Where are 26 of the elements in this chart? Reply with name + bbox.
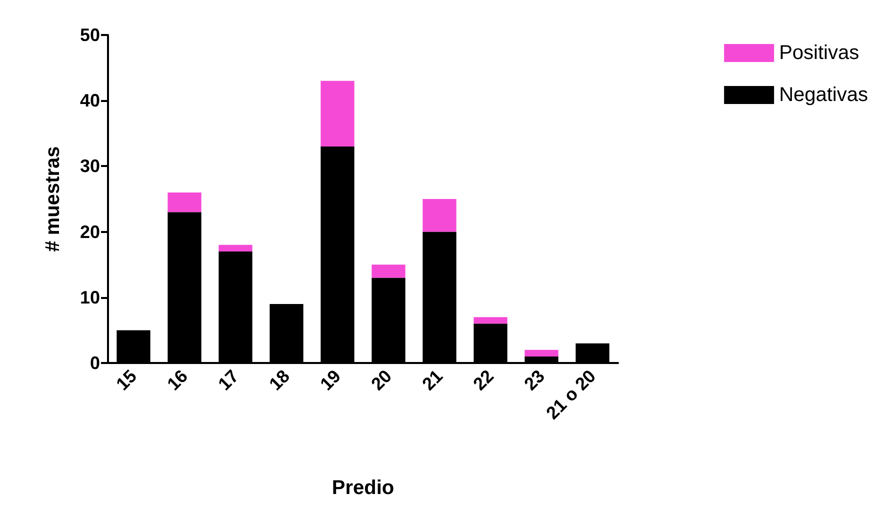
bar	[320, 80, 354, 147]
x-tick-label: 22	[469, 366, 498, 394]
bar	[372, 264, 406, 278]
x-axis-title: Predio	[332, 477, 394, 499]
x-tick-label: 16	[163, 366, 192, 394]
y-tick-label: 0	[90, 353, 100, 373]
x-tick-label: 19	[316, 366, 345, 394]
legend-label: Positivas	[779, 42, 860, 64]
bar	[422, 199, 456, 232]
x-tick-label: 17	[214, 366, 243, 394]
bar	[218, 244, 252, 252]
y-tick-label: 50	[80, 25, 100, 45]
y-tick-label: 20	[80, 222, 100, 242]
bar	[168, 192, 202, 212]
x-tick-label: 21	[418, 366, 447, 394]
legend-label: Negativas	[779, 84, 868, 106]
y-tick-label: 10	[80, 287, 100, 308]
y-tick-label: 30	[80, 156, 100, 176]
x-tick-label: 15	[112, 366, 141, 394]
bar	[524, 350, 558, 356]
bar	[474, 317, 508, 324]
x-tick-label: 23	[520, 366, 549, 394]
x-tick-label: 20	[367, 366, 396, 394]
x-tick-label: 18	[265, 366, 294, 394]
y-axis-title: # muestras	[42, 146, 64, 252]
y-tick-label: 40	[80, 90, 100, 111]
